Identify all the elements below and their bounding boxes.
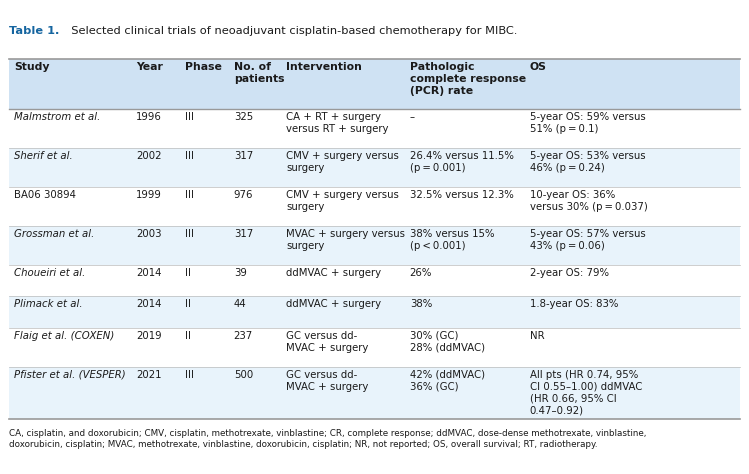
Bar [9, 109, 740, 148]
Text: CMV + surgery versus
surgery: CMV + surgery versus surgery [286, 151, 399, 173]
Text: CA, cisplatin, and doxorubicin; CMV, cisplatin, methotrexate, vinblastine; CR, c: CA, cisplatin, and doxorubicin; CMV, cis… [9, 429, 646, 449]
Text: 237: 237 [234, 331, 253, 341]
Text: 317: 317 [234, 229, 253, 239]
Text: 10-year OS: 36%
versus 30% (p = 0.037): 10-year OS: 36% versus 30% (p = 0.037) [530, 190, 647, 212]
Bar [9, 328, 740, 367]
Text: III: III [185, 229, 194, 239]
Text: II: II [185, 268, 191, 278]
Text: 500: 500 [234, 370, 253, 380]
Text: 1.8-year OS: 83%: 1.8-year OS: 83% [530, 299, 618, 309]
Text: CMV + surgery versus
surgery: CMV + surgery versus surgery [286, 190, 399, 212]
Bar [9, 187, 740, 226]
Text: 5-year OS: 59% versus
51% (p = 0.1): 5-year OS: 59% versus 51% (p = 0.1) [530, 112, 646, 134]
Text: MVAC + surgery versus
surgery: MVAC + surgery versus surgery [286, 229, 405, 251]
Text: 1996: 1996 [136, 112, 163, 122]
Text: 32.5% versus 12.3%: 32.5% versus 12.3% [410, 190, 514, 200]
Text: 2014: 2014 [136, 299, 162, 309]
Text: Pfister et al. (VESPER): Pfister et al. (VESPER) [14, 370, 126, 380]
Text: No. of
patients: No. of patients [234, 62, 284, 84]
Text: 325: 325 [234, 112, 253, 122]
Text: GC versus dd-
MVAC + surgery: GC versus dd- MVAC + surgery [286, 331, 369, 353]
Text: Flaig et al. (COXEN): Flaig et al. (COXEN) [14, 331, 115, 341]
Text: Sherif et al.: Sherif et al. [14, 151, 73, 161]
Text: 26.4% versus 11.5%
(p = 0.001): 26.4% versus 11.5% (p = 0.001) [410, 151, 514, 173]
Text: ddMVAC + surgery: ddMVAC + surgery [286, 299, 381, 309]
Text: 38% versus 15%
(p < 0.001): 38% versus 15% (p < 0.001) [410, 229, 494, 251]
Text: 2003: 2003 [136, 229, 162, 239]
Text: 976: 976 [234, 190, 253, 200]
Text: Study: Study [14, 62, 49, 72]
Text: 2014: 2014 [136, 268, 162, 278]
Bar [9, 367, 740, 419]
Bar [9, 148, 740, 187]
Bar [9, 296, 740, 328]
Text: III: III [185, 370, 194, 380]
Text: Year: Year [136, 62, 163, 72]
Text: III: III [185, 112, 194, 122]
Text: CA + RT + surgery
versus RT + surgery: CA + RT + surgery versus RT + surgery [286, 112, 389, 134]
Text: II: II [185, 299, 191, 309]
Text: 2-year OS: 79%: 2-year OS: 79% [530, 268, 608, 278]
Bar [9, 226, 740, 264]
Text: II: II [185, 331, 191, 341]
Text: 2002: 2002 [136, 151, 162, 161]
Text: 42% (ddMVAC)
36% (GC): 42% (ddMVAC) 36% (GC) [410, 370, 485, 392]
Text: Choueiri et al.: Choueiri et al. [14, 268, 85, 278]
Text: Selected clinical trials of neoadjuvant cisplatin-based chemotherapy for MIBC.: Selected clinical trials of neoadjuvant … [64, 26, 517, 36]
Text: NR: NR [530, 331, 545, 341]
Text: ddMVAC + surgery: ddMVAC + surgery [286, 268, 381, 278]
Text: III: III [185, 190, 194, 200]
Text: 2021: 2021 [136, 370, 162, 380]
Text: Pathologic
complete response
(PCR) rate: Pathologic complete response (PCR) rate [410, 62, 526, 96]
Text: 44: 44 [234, 299, 246, 309]
Text: 5-year OS: 53% versus
46% (p = 0.24): 5-year OS: 53% versus 46% (p = 0.24) [530, 151, 645, 173]
Text: Plimack et al.: Plimack et al. [14, 299, 83, 309]
Text: OS: OS [530, 62, 547, 72]
Text: BA06 30894: BA06 30894 [14, 190, 76, 200]
Text: GC versus dd-
MVAC + surgery: GC versus dd- MVAC + surgery [286, 370, 369, 392]
Text: All pts (HR 0.74, 95%
CI 0.55–1.00) ddMVAC
(HR 0.66, 95% CI
0.47–0.92): All pts (HR 0.74, 95% CI 0.55–1.00) ddMV… [530, 370, 642, 416]
Text: Grossman et al.: Grossman et al. [14, 229, 94, 239]
Text: 39: 39 [234, 268, 246, 278]
Bar [9, 59, 740, 109]
Text: Phase: Phase [185, 62, 222, 72]
Text: Table 1.: Table 1. [9, 26, 59, 36]
Text: Intervention: Intervention [286, 62, 362, 72]
Text: 2019: 2019 [136, 331, 162, 341]
Text: 26%: 26% [410, 268, 432, 278]
Text: 5-year OS: 57% versus
43% (p = 0.06): 5-year OS: 57% versus 43% (p = 0.06) [530, 229, 646, 251]
Text: 317: 317 [234, 151, 253, 161]
Text: 38%: 38% [410, 299, 432, 309]
Text: Malmstrom et al.: Malmstrom et al. [14, 112, 100, 122]
Text: 1999: 1999 [136, 190, 163, 200]
Text: 30% (GC)
28% (ddMVAC): 30% (GC) 28% (ddMVAC) [410, 331, 485, 353]
Text: –: – [410, 112, 415, 122]
Bar [9, 264, 740, 296]
Text: III: III [185, 151, 194, 161]
